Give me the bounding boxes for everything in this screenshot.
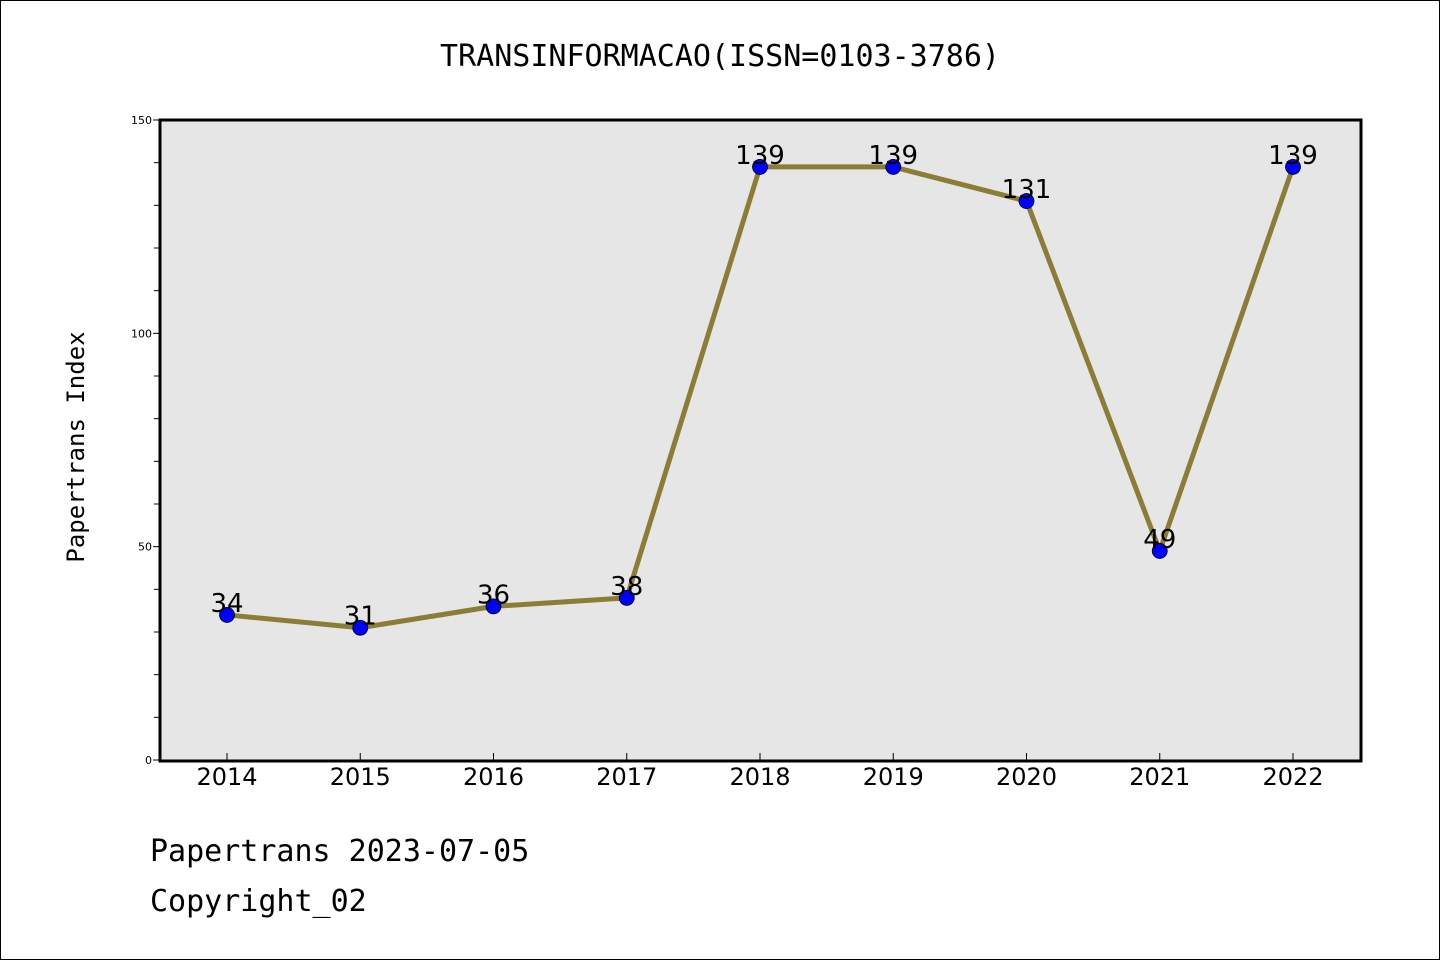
data-label: 34 bbox=[210, 589, 243, 619]
chart-title: TRANSINFORMACAO(ISSN=0103-3786) bbox=[440, 39, 1000, 74]
y-tick-label: 50 bbox=[138, 541, 152, 554]
x-tick-label: 2016 bbox=[463, 763, 524, 791]
y-axis-label: Papertrans Index bbox=[62, 331, 90, 562]
data-point bbox=[352, 619, 369, 636]
data-label: 38 bbox=[610, 572, 643, 602]
data-label: 31 bbox=[344, 602, 377, 632]
x-tick-label: 2015 bbox=[330, 763, 391, 791]
x-tick-label: 2014 bbox=[196, 763, 257, 791]
plot-border bbox=[158, 118, 1363, 763]
data-label: 49 bbox=[1143, 525, 1176, 555]
y-tick-label: 0 bbox=[145, 754, 152, 767]
series-layer: 34 31 36 38 139 139 131 49 139 bbox=[210, 141, 1318, 636]
data-point bbox=[485, 598, 502, 615]
data-label: 131 bbox=[1002, 175, 1052, 205]
plot-area bbox=[160, 120, 1361, 761]
footer-copyright: Copyright_02 bbox=[150, 884, 367, 919]
data-point bbox=[752, 159, 768, 175]
x-axis: 2014 2015 2016 2017 2018 2019 2020 2021 2022 bbox=[196, 753, 1324, 791]
data-point bbox=[1151, 543, 1168, 559]
data-point bbox=[618, 589, 635, 606]
data-point bbox=[1018, 193, 1035, 209]
footer-date: Papertrans 2023-07-05 bbox=[150, 834, 530, 869]
data-label: 139 bbox=[735, 141, 785, 171]
y-tick-label: 100 bbox=[131, 327, 152, 340]
data-point bbox=[1285, 159, 1301, 175]
data-label: 139 bbox=[868, 141, 918, 171]
data-point bbox=[219, 607, 235, 623]
x-tick-label: 2021 bbox=[1129, 763, 1190, 791]
data-label: 36 bbox=[477, 580, 510, 610]
data-point bbox=[885, 159, 902, 175]
data-label: 139 bbox=[1268, 141, 1318, 171]
x-tick-label: 2019 bbox=[863, 763, 924, 791]
y-axis: 0 50 100 150 bbox=[131, 114, 160, 767]
x-tick-label: 2018 bbox=[729, 763, 790, 791]
x-tick-label: 2017 bbox=[596, 763, 657, 791]
y-tick-label: 150 bbox=[131, 114, 152, 127]
x-tick-label: 2022 bbox=[1262, 763, 1323, 791]
x-tick-label: 2020 bbox=[996, 763, 1057, 791]
